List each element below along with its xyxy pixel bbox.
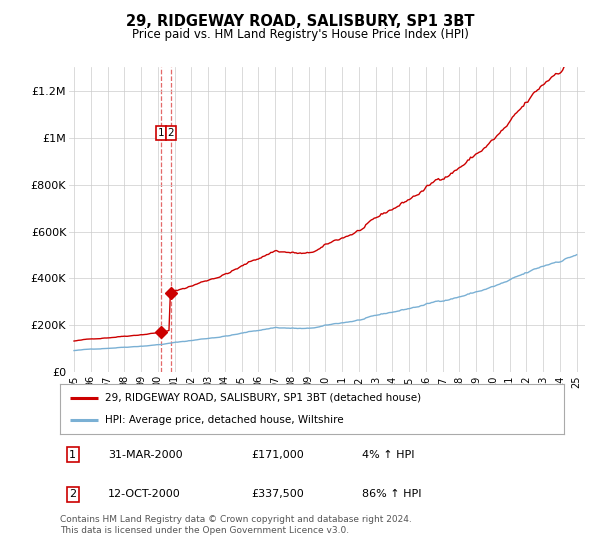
Text: £337,500: £337,500	[251, 489, 304, 500]
Text: 29, RIDGEWAY ROAD, SALISBURY, SP1 3BT (detached house): 29, RIDGEWAY ROAD, SALISBURY, SP1 3BT (d…	[106, 393, 421, 403]
Text: 4% ↑ HPI: 4% ↑ HPI	[362, 450, 415, 460]
Text: 29, RIDGEWAY ROAD, SALISBURY, SP1 3BT: 29, RIDGEWAY ROAD, SALISBURY, SP1 3BT	[126, 14, 474, 29]
Text: 86% ↑ HPI: 86% ↑ HPI	[362, 489, 422, 500]
Text: 31-MAR-2000: 31-MAR-2000	[108, 450, 182, 460]
Text: 12-OCT-2000: 12-OCT-2000	[108, 489, 181, 500]
Text: HPI: Average price, detached house, Wiltshire: HPI: Average price, detached house, Wilt…	[106, 415, 344, 425]
Text: Price paid vs. HM Land Registry's House Price Index (HPI): Price paid vs. HM Land Registry's House …	[131, 28, 469, 41]
Text: 1: 1	[69, 450, 76, 460]
Text: Contains HM Land Registry data © Crown copyright and database right 2024.
This d: Contains HM Land Registry data © Crown c…	[60, 515, 412, 535]
Text: £171,000: £171,000	[251, 450, 304, 460]
Text: 2: 2	[69, 489, 76, 500]
Text: 2: 2	[168, 128, 175, 138]
Text: 1: 1	[158, 128, 164, 138]
